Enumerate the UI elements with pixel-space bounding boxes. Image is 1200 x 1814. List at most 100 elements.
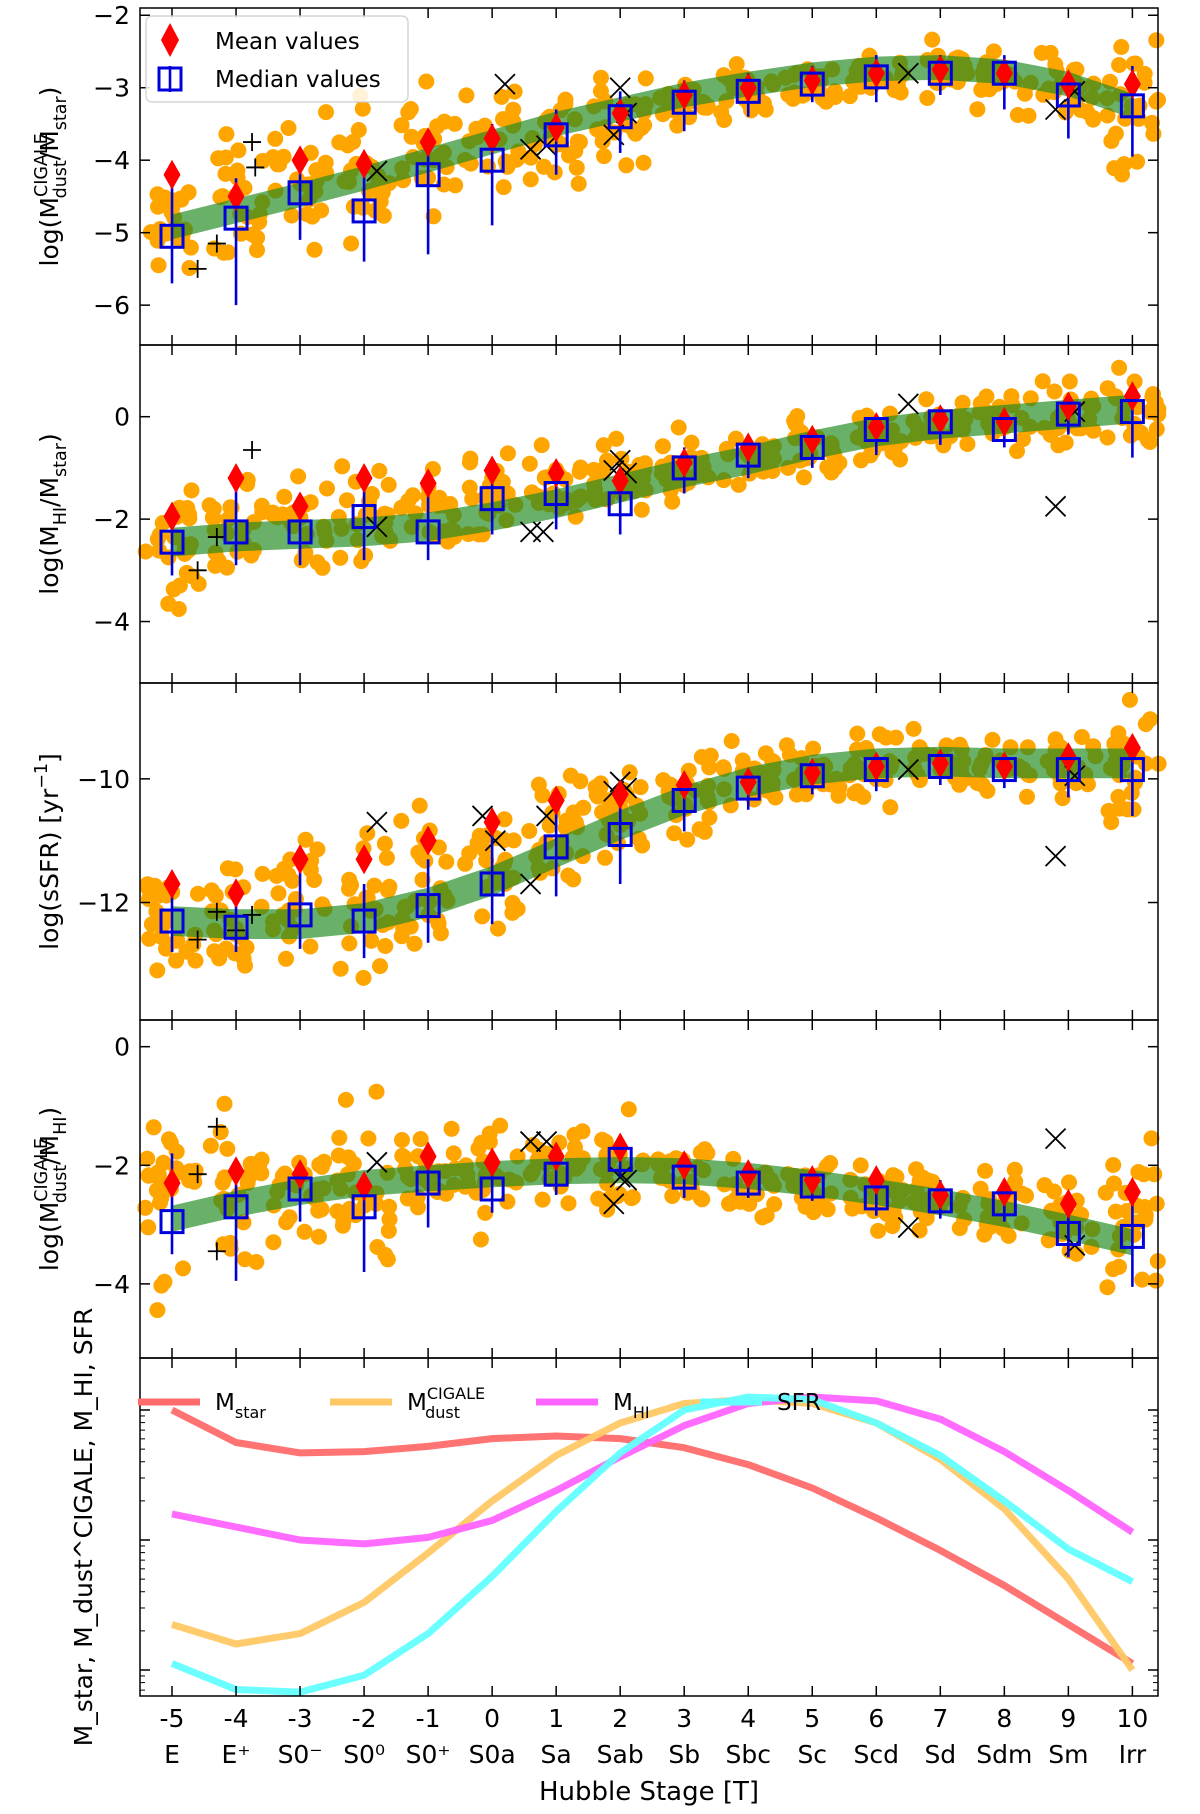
galaxy-point — [143, 916, 160, 933]
legend-mean-marker — [161, 23, 179, 57]
x-tick-type: Sc — [797, 1740, 827, 1769]
mean-marker — [419, 127, 437, 158]
galaxy-point — [1047, 56, 1064, 73]
galaxy-point — [505, 832, 522, 849]
galaxy-point — [355, 969, 372, 986]
y-tick-label: −3 — [93, 74, 130, 103]
galaxy-point — [594, 804, 611, 821]
x-tick-type: Sdm — [976, 1740, 1032, 1769]
median-marker — [671, 89, 697, 115]
galaxy-point — [1147, 1272, 1164, 1289]
galaxy-point — [309, 841, 326, 858]
galaxy-point — [411, 797, 428, 814]
median-marker — [927, 1188, 953, 1214]
galaxy-point — [393, 117, 410, 134]
galaxy-point — [541, 817, 558, 834]
cross-marker — [897, 393, 919, 415]
galaxy-point — [377, 1246, 394, 1263]
galaxy-point — [140, 880, 156, 896]
galaxy-point — [533, 437, 550, 454]
y-axis-label-part: −1 — [32, 763, 52, 789]
mean-marker — [1123, 1176, 1141, 1207]
galaxy-point — [951, 776, 968, 793]
mean-marker — [355, 148, 373, 179]
cross-marker — [366, 1151, 388, 1173]
galaxy-point — [181, 1172, 198, 1189]
cross-marker — [519, 873, 542, 895]
median-marker — [287, 519, 313, 545]
galaxy-point — [343, 235, 360, 252]
galaxy-point — [359, 825, 376, 842]
galaxy-point — [341, 871, 358, 888]
y-axis-label-part: /M — [35, 1135, 64, 1165]
galaxy-point — [1050, 437, 1067, 454]
galaxy-point — [701, 809, 718, 826]
x-tick-type: S0⁺ — [406, 1740, 451, 1769]
galaxy-point — [170, 601, 187, 617]
galaxy-point — [1046, 383, 1063, 400]
x-tick-number: 2 — [612, 1704, 628, 1733]
galaxy-point — [1141, 403, 1158, 420]
galaxy-point — [332, 549, 349, 566]
galaxy-point — [727, 430, 744, 447]
median-marker — [287, 902, 313, 928]
panel-dust-star: −6 −5 −4 −3 −2 log(MCIGALEdust/Mstar) — [32, 1, 1166, 346]
mean-marker — [611, 779, 629, 810]
median-marker — [543, 481, 569, 507]
galaxy-point — [849, 783, 866, 800]
galaxy-point — [492, 1117, 509, 1134]
curve-legend-label: Mstar — [215, 1390, 266, 1422]
galaxy-point — [446, 115, 463, 132]
mean-marker — [355, 1171, 373, 1202]
galaxy-point — [767, 789, 784, 806]
galaxy-point — [443, 1120, 460, 1137]
galaxy-point — [870, 1222, 887, 1239]
cross-marker — [519, 1130, 542, 1153]
cross-stroke — [603, 1193, 625, 1215]
galaxy-point — [461, 479, 478, 496]
x-axis-title: Hubble Stage [T] — [539, 1777, 759, 1807]
median-marker — [927, 409, 953, 435]
galaxy-point — [1078, 103, 1095, 120]
cross-stroke — [1044, 98, 1067, 121]
median-marker — [415, 893, 441, 919]
galaxy-point — [1111, 800, 1128, 817]
galaxy-point — [313, 1201, 330, 1218]
galaxy-point — [496, 811, 513, 828]
galaxy-point — [204, 509, 221, 526]
galaxy-point — [314, 559, 331, 576]
x-tick-type: Irr — [1119, 1740, 1147, 1769]
median-marker — [351, 1194, 377, 1220]
cross-marker — [1044, 845, 1067, 867]
galaxy-point — [438, 853, 455, 870]
curve-legend-label-main: SFR — [777, 1390, 821, 1416]
plus-marker — [207, 528, 226, 547]
median-marker — [159, 1209, 185, 1235]
mean-marker — [547, 458, 565, 489]
plus-marker — [207, 1242, 226, 1261]
galaxy-point — [393, 812, 410, 829]
median-marker — [415, 519, 441, 545]
galaxy-point — [575, 799, 592, 816]
galaxy-point — [795, 469, 812, 486]
mean-marker — [931, 1179, 949, 1210]
galaxy-point — [822, 89, 839, 106]
cross-marker — [484, 830, 506, 852]
cross-stroke — [366, 516, 388, 538]
median-marker — [671, 787, 697, 813]
galaxy-point — [1107, 125, 1124, 142]
median-marker — [223, 914, 249, 940]
cross-stroke — [615, 1169, 638, 1191]
plus-marker — [188, 561, 207, 580]
galaxy-point — [504, 894, 521, 911]
galaxy-point — [190, 885, 206, 902]
curve-legend-label: MCIGALE dust — [407, 1384, 485, 1422]
galaxy-point — [381, 1198, 398, 1215]
galaxy-point — [140, 1219, 157, 1236]
galaxy-point — [593, 462, 610, 479]
mean-marker — [291, 491, 309, 522]
galaxy-point — [757, 101, 774, 118]
mean-marker — [1059, 1188, 1077, 1219]
galaxy-point — [499, 445, 516, 462]
